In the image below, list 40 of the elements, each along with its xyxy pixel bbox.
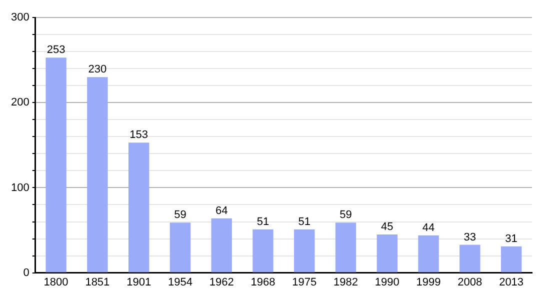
bar xyxy=(87,77,108,272)
x-tick-label: 1990 xyxy=(374,276,400,288)
y-tick-label: 0 xyxy=(23,266,30,279)
x-tick-label: 1800 xyxy=(44,276,68,288)
data-label: 51 xyxy=(298,216,310,228)
data-label: 51 xyxy=(256,216,270,228)
x-tick-label: 1975 xyxy=(292,276,317,288)
bar xyxy=(294,229,315,272)
x-tick-label: 2013 xyxy=(499,276,524,288)
x-tick-label: 1982 xyxy=(334,276,358,288)
bar xyxy=(170,222,191,272)
bar xyxy=(376,234,398,272)
bar xyxy=(128,142,150,272)
bar xyxy=(418,235,439,272)
y-tick-label: 300 xyxy=(10,12,30,24)
data-label: 44 xyxy=(422,222,435,234)
bar xyxy=(46,58,66,272)
data-label: 59 xyxy=(174,209,186,222)
data-label: 31 xyxy=(505,232,518,245)
bar xyxy=(335,222,356,272)
data-label: 33 xyxy=(464,231,476,244)
bar xyxy=(500,246,522,272)
data-label: 230 xyxy=(88,64,107,76)
bar xyxy=(252,229,274,272)
x-tick-label: 2008 xyxy=(458,276,482,288)
x-tick-label: 1901 xyxy=(126,276,152,288)
y-tick-label: 200 xyxy=(10,96,30,109)
data-label: 59 xyxy=(340,209,352,222)
bar xyxy=(460,244,480,272)
x-tick-label: 1851 xyxy=(85,276,110,288)
y-tick-label: 100 xyxy=(10,182,30,194)
data-label: 253 xyxy=(46,44,66,56)
data-label: 45 xyxy=(381,221,394,234)
data-label: 153 xyxy=(130,129,148,142)
x-tick-label: 1999 xyxy=(416,276,441,288)
bar xyxy=(211,218,232,272)
x-tick-label: 1954 xyxy=(168,276,192,288)
x-tick-label: 1968 xyxy=(250,276,276,288)
x-tick-label: 1962 xyxy=(209,276,234,288)
data-label: 64 xyxy=(215,204,228,217)
